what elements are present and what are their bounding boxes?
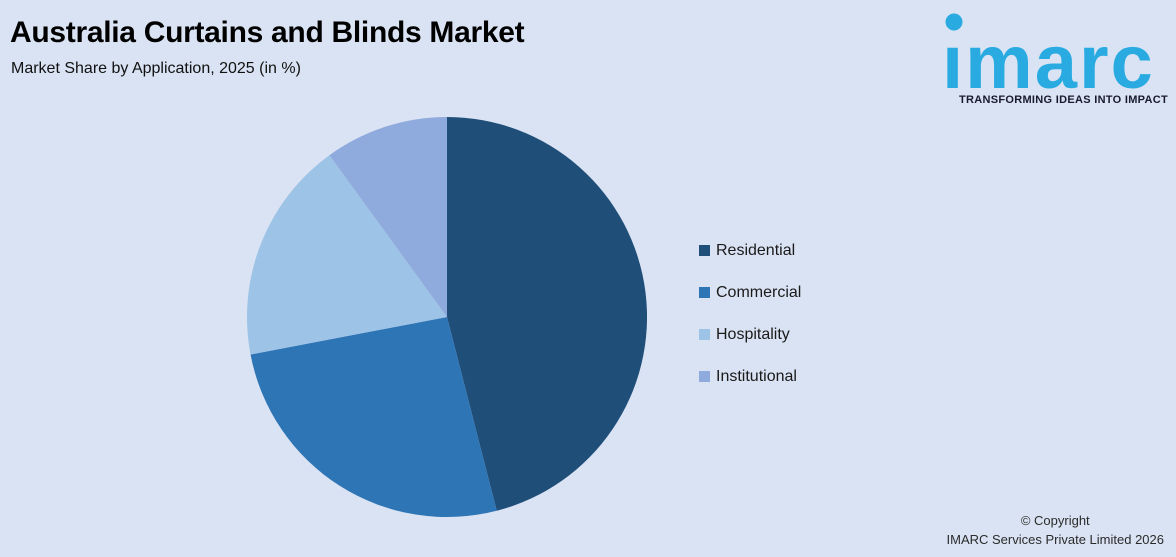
- legend-swatch-institutional: [699, 371, 710, 382]
- copyright-line2: IMARC Services Private Limited 2026: [946, 532, 1164, 547]
- pie-slice-institutional: [329, 117, 447, 317]
- legend-item-hospitality: Hospitality: [699, 326, 801, 343]
- imarc-logo: ımarc TRANSFORMING IDEAS INTO IMPACT: [936, 6, 1168, 106]
- pie-slice-hospitality: [246, 155, 447, 355]
- chart-legend: Residential Commercial Hospitality Insti…: [699, 242, 801, 385]
- pie-slice-commercial: [250, 317, 497, 518]
- imarc-logo-wordmark-svg: ımarc: [942, 13, 1155, 92]
- legend-swatch-hospitality: [699, 329, 710, 340]
- legend-label-hospitality: Hospitality: [716, 325, 790, 343]
- legend-label-commercial: Commercial: [716, 283, 802, 301]
- legend-item-institutional: Institutional: [699, 368, 801, 385]
- imarc-logo-dot: [945, 13, 963, 31]
- pie-chart: [236, 106, 658, 528]
- imarc-wordmark: ımarc: [942, 20, 1155, 92]
- legend-label-institutional: Institutional: [716, 367, 797, 385]
- legend-swatch-residential: [699, 245, 710, 256]
- pie-slice-residential: [447, 117, 648, 511]
- copyright-line1: © Copyright: [1020, 513, 1090, 528]
- legend-item-residential: Residential: [699, 242, 801, 259]
- legend-label-residential: Residential: [716, 241, 796, 259]
- legend-swatch-commercial: [699, 287, 710, 298]
- imarc-tagline: TRANSFORMING IDEAS INTO IMPACT: [958, 94, 1168, 106]
- legend-item-commercial: Commercial: [699, 284, 801, 301]
- chart-subtitle: Market Share by Application, 2025 (in %): [11, 60, 301, 77]
- pie-chart-svg: [246, 117, 648, 518]
- chart-title: Australia Curtains and Blinds Market: [10, 16, 525, 49]
- copyright-notice: © Copyright IMARC Services Private Limit…: [947, 511, 1164, 549]
